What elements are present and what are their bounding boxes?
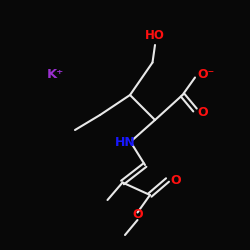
Text: O: O	[132, 208, 143, 222]
Text: K⁺: K⁺	[46, 68, 64, 82]
Text: O: O	[198, 106, 208, 119]
Text: O⁻: O⁻	[198, 68, 215, 82]
Text: HN: HN	[114, 136, 136, 149]
Text: HO: HO	[145, 30, 165, 43]
Text: O: O	[170, 174, 180, 186]
